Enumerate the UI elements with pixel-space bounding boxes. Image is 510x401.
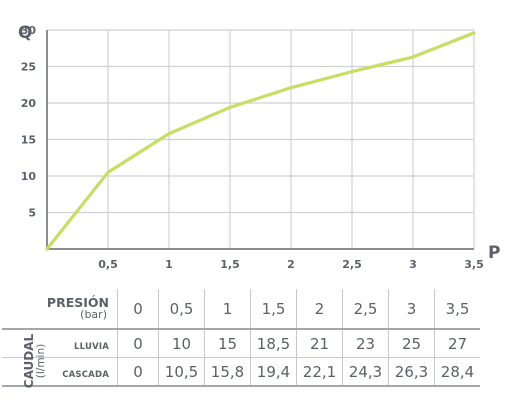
pressure-value: 3,5 bbox=[434, 289, 480, 329]
pressure-value: 1 bbox=[204, 289, 251, 329]
caudal-unit: (l/min) bbox=[35, 343, 47, 379]
grid-lines bbox=[47, 29, 475, 249]
y-axis-letter: Q bbox=[18, 23, 32, 43]
lluvia-value: 18,5 bbox=[250, 328, 297, 358]
y-tick-label: 20 bbox=[21, 97, 37, 110]
x-tick-label: 1,5 bbox=[220, 258, 240, 271]
caudal-label: CAUDAL bbox=[22, 333, 36, 389]
series-line bbox=[45, 31, 476, 251]
lluvia-value: 15 bbox=[204, 328, 251, 358]
cascada-value: 0 bbox=[117, 357, 159, 387]
lluvia-label: LLUVIA bbox=[74, 341, 109, 352]
cascada-row: CASCADA 0 10,5 15,8 19,4 22,1 24,3 26,3 … bbox=[2, 357, 480, 387]
x-tick-label: 3,5 bbox=[464, 258, 484, 271]
pressure-value: 2,5 bbox=[342, 289, 389, 329]
y-tick-label: 15 bbox=[21, 134, 36, 147]
cascada-value: 19,4 bbox=[250, 357, 297, 387]
y-tick-label: 10 bbox=[21, 170, 37, 183]
series-lines bbox=[45, 31, 476, 251]
pressure-unit: (bar) bbox=[80, 308, 107, 321]
pressure-value: 0,5 bbox=[158, 289, 205, 329]
lluvia-row: LLUVIA 0 10 15 18,5 21 23 25 27 bbox=[2, 328, 480, 358]
y-tick-label: 5 bbox=[28, 207, 36, 220]
pressure-row: PRESIÓN (bar) 0 0,5 1 1,5 2 2,5 3 3,5 bbox=[2, 289, 480, 329]
cascada-value: 28,4 bbox=[434, 357, 480, 387]
pressure-value: 3 bbox=[388, 289, 435, 329]
lluvia-value: 10 bbox=[158, 328, 205, 358]
lluvia-value: 27 bbox=[434, 328, 480, 358]
caudal-group-label: CAUDAL (l/min) bbox=[4, 333, 66, 389]
pressure-value: 1,5 bbox=[250, 289, 297, 329]
y-tick-label: 25 bbox=[21, 61, 36, 74]
pressure-value: 0 bbox=[117, 289, 159, 329]
pressure-label: PRESIÓN bbox=[46, 295, 109, 310]
x-tick-label: 0,5 bbox=[98, 258, 118, 271]
cascada-label: CASCADA bbox=[62, 369, 109, 380]
axes bbox=[46, 30, 474, 250]
x-tick-label: 1 bbox=[165, 258, 173, 271]
tick-labels: 0,5 1 1,5 2 2,5 3 3,5 5 10 15 20 25 30 bbox=[21, 24, 484, 271]
pressure-value: 2 bbox=[296, 289, 343, 329]
cascada-value: 24,3 bbox=[342, 357, 389, 387]
x-tick-label: 2,5 bbox=[342, 258, 362, 271]
x-axis-letter: P bbox=[488, 243, 500, 263]
cascada-value: 26,3 bbox=[388, 357, 435, 387]
lluvia-value: 0 bbox=[117, 328, 159, 358]
x-tick-label: 3 bbox=[409, 258, 417, 271]
flow-pressure-chart: 0,5 1 1,5 2 2,5 3 3,5 5 10 15 20 25 30 Q P bbox=[18, 23, 500, 271]
cascada-value: 10,5 bbox=[158, 357, 205, 387]
lluvia-value: 23 bbox=[342, 328, 389, 358]
lluvia-value: 25 bbox=[388, 328, 435, 358]
x-tick-label: 2 bbox=[287, 258, 295, 271]
pressure-header: PRESIÓN (bar) bbox=[2, 289, 118, 329]
cascada-value: 22,1 bbox=[296, 357, 343, 387]
cascada-value: 15,8 bbox=[204, 357, 251, 387]
lluvia-value: 21 bbox=[296, 328, 343, 358]
y-tick-label: 30 bbox=[21, 24, 37, 37]
flow-table: PRESIÓN (bar) 0 0,5 1 1,5 2 2,5 3 3,5 LL… bbox=[2, 289, 480, 387]
